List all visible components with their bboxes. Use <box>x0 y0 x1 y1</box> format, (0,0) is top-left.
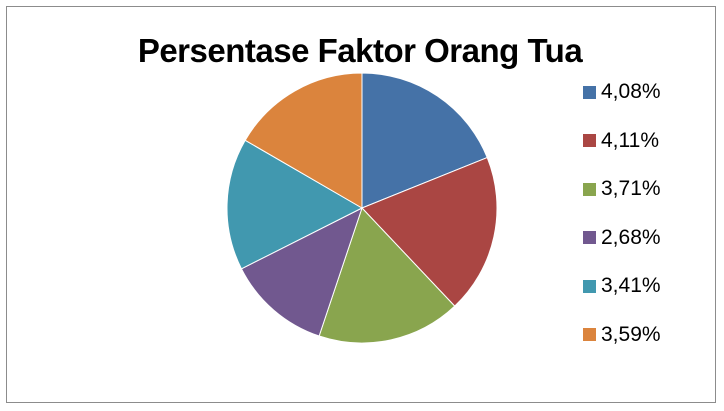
legend: 4,08% 4,11% 3,71% 2,68% 3,41% 3,59% <box>583 80 661 374</box>
legend-swatch <box>583 85 596 99</box>
pie-slice <box>361 156 498 307</box>
legend-swatch <box>583 134 596 148</box>
legend-item: 2,68% <box>583 225 661 249</box>
legend-label: 2,68% <box>601 225 661 249</box>
legend-item: 3,59% <box>583 322 661 346</box>
legend-item: 3,41% <box>583 274 661 298</box>
legend-swatch <box>583 231 596 245</box>
legend-item: 3,71% <box>583 177 661 201</box>
legend-label: 4,11% <box>601 128 659 152</box>
legend-label: 4,08% <box>601 80 661 103</box>
pie-slice <box>361 72 488 209</box>
legend-swatch <box>583 279 596 293</box>
pie-slice <box>240 207 363 337</box>
pie-slice <box>244 72 363 209</box>
legend-label: 3,71% <box>601 177 661 201</box>
legend-swatch <box>583 182 596 196</box>
legend-label: 3,59% <box>601 322 661 346</box>
legend-swatch <box>583 328 596 342</box>
pie-slice <box>318 207 456 344</box>
pie-slice <box>226 139 364 270</box>
legend-label: 3,41% <box>601 274 661 298</box>
chart-title: Persentase Faktor Orang Tua <box>137 32 583 69</box>
legend-item: 4,11% <box>583 128 661 152</box>
legend-item: 4,08% <box>583 80 661 103</box>
